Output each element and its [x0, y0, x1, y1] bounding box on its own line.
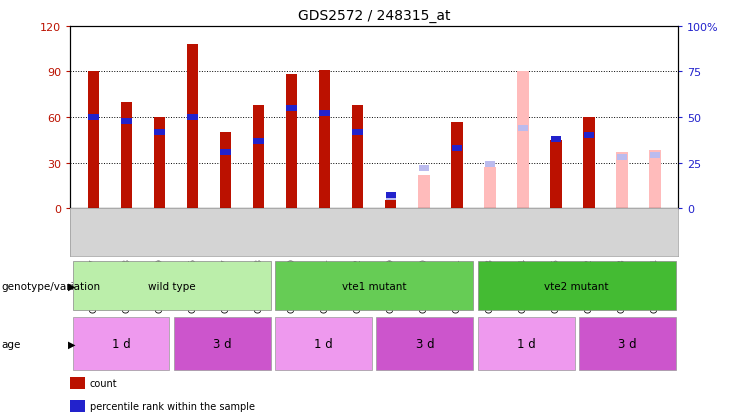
Bar — [253, 106, 265, 209]
Text: ▶: ▶ — [68, 281, 76, 291]
Text: age: age — [1, 339, 21, 349]
Bar — [220, 133, 231, 209]
Bar — [484, 168, 496, 209]
Bar — [122, 118, 132, 124]
Bar — [286, 75, 297, 209]
Text: wild type: wild type — [148, 281, 196, 291]
Bar — [583, 118, 594, 209]
Text: 1 d: 1 d — [516, 337, 536, 350]
Title: GDS2572 / 248315_at: GDS2572 / 248315_at — [298, 9, 451, 23]
Bar — [187, 115, 198, 121]
Text: ▶: ▶ — [68, 339, 76, 349]
Text: vte1 mutant: vte1 mutant — [342, 281, 407, 291]
Bar — [385, 195, 396, 201]
Bar — [87, 72, 99, 209]
Bar — [319, 71, 330, 209]
Bar — [187, 45, 199, 209]
Bar — [419, 166, 429, 172]
Bar — [485, 162, 495, 168]
Text: vte2 mutant: vte2 mutant — [545, 281, 609, 291]
Bar — [649, 151, 661, 209]
Bar — [88, 115, 99, 121]
Bar — [220, 149, 230, 155]
Bar — [550, 140, 562, 209]
Bar — [154, 118, 165, 209]
Bar — [253, 138, 264, 145]
Text: 1 d: 1 d — [314, 337, 333, 350]
Bar — [385, 193, 396, 199]
Bar — [154, 129, 165, 135]
Bar — [353, 129, 363, 135]
Text: genotype/variation: genotype/variation — [1, 281, 101, 291]
Bar — [385, 201, 396, 209]
Text: percentile rank within the sample: percentile rank within the sample — [90, 401, 255, 411]
Bar — [121, 102, 133, 209]
Bar — [451, 122, 462, 209]
Bar — [551, 136, 561, 142]
Bar — [584, 133, 594, 139]
Bar — [287, 106, 297, 112]
Bar — [451, 145, 462, 152]
Bar — [319, 111, 330, 117]
Text: count: count — [90, 378, 117, 388]
Text: 1 d: 1 d — [112, 337, 130, 350]
Text: 3 d: 3 d — [213, 337, 232, 350]
Bar — [650, 153, 660, 159]
Bar — [418, 175, 430, 209]
Bar — [616, 152, 628, 209]
Bar — [518, 126, 528, 132]
Text: 3 d: 3 d — [618, 337, 637, 350]
Bar — [352, 106, 364, 209]
Bar — [617, 154, 627, 161]
Text: 3 d: 3 d — [416, 337, 434, 350]
Bar — [517, 72, 528, 209]
